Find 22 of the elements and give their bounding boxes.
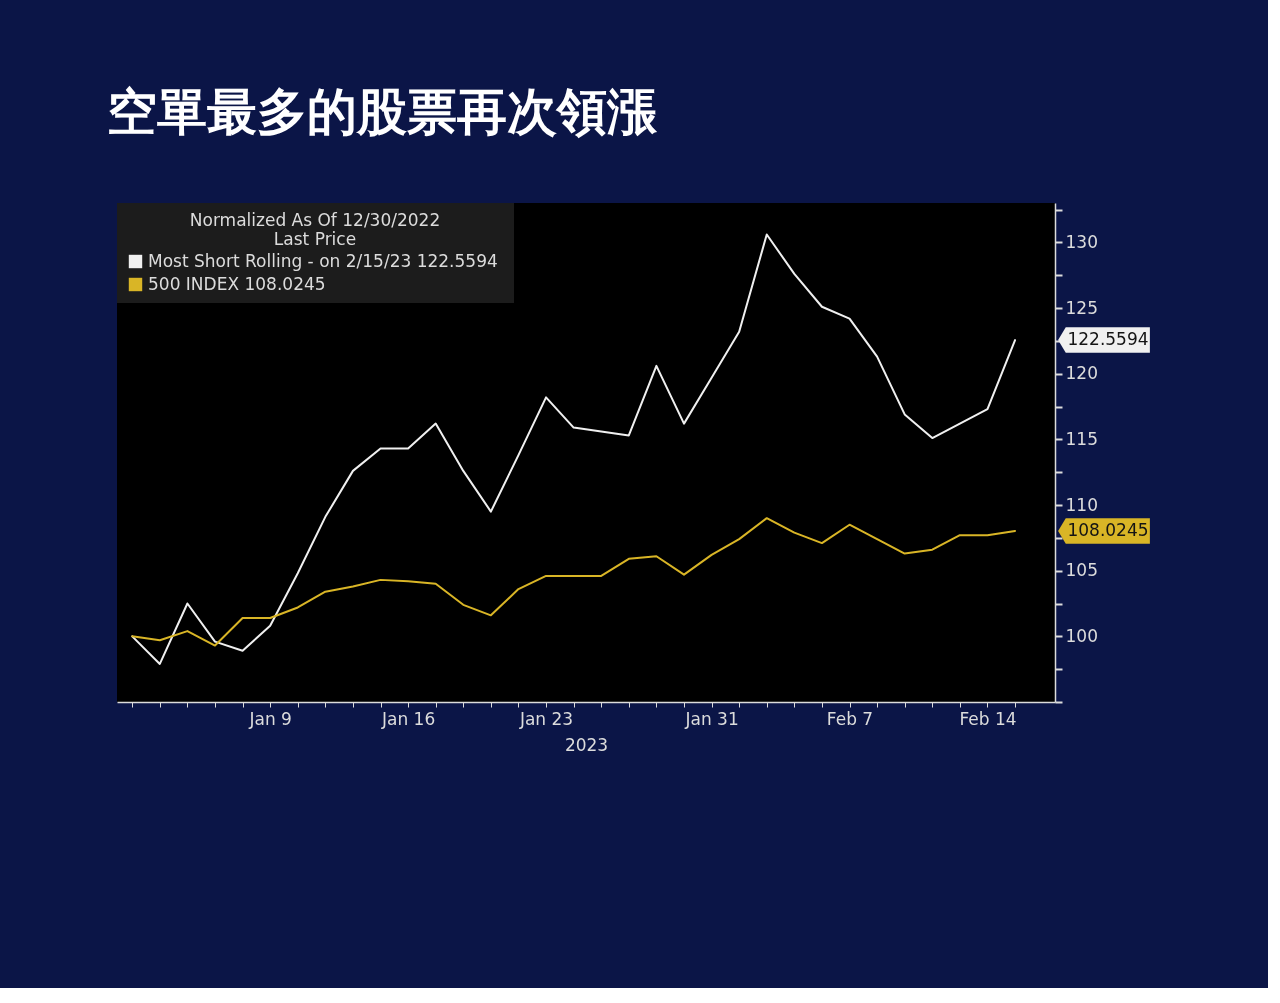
y-tick-label: 100 bbox=[1065, 625, 1098, 646]
y-tick-label: 120 bbox=[1065, 363, 1098, 384]
y-tick-label: 110 bbox=[1065, 494, 1098, 515]
legend-title: Normalized As Of 12/30/2022 Last Price bbox=[189, 210, 441, 249]
x-tick-label: Jan 16 bbox=[380, 708, 436, 729]
y-tick-label: 130 bbox=[1065, 231, 1098, 252]
x-axis-title: 2023 bbox=[564, 734, 609, 755]
x-tick-label: Feb 14 bbox=[959, 708, 1017, 729]
x-tick-label: Jan 9 bbox=[248, 708, 292, 729]
y-tick-label: 125 bbox=[1065, 297, 1098, 318]
chart-title: 空單最多的股票再次領漲 bbox=[107, 82, 658, 141]
legend-label: Most Short Rolling - on 2/15/23 122.5594 bbox=[148, 250, 498, 271]
text: 122.5594 bbox=[1067, 329, 1149, 350]
x-tick-label: Jan 23 bbox=[518, 708, 574, 729]
x-tick-label: Jan 31 bbox=[684, 708, 739, 729]
line-series bbox=[131, 233, 1017, 665]
legend-label: 500 INDEX 108.0245 bbox=[148, 273, 326, 294]
line-series bbox=[131, 517, 1017, 647]
y-tick-label: 105 bbox=[1065, 560, 1098, 581]
text: 108.0245 bbox=[1067, 519, 1149, 540]
x-tick-label: Feb 7 bbox=[826, 708, 874, 729]
y-tick-label: 115 bbox=[1065, 428, 1098, 449]
